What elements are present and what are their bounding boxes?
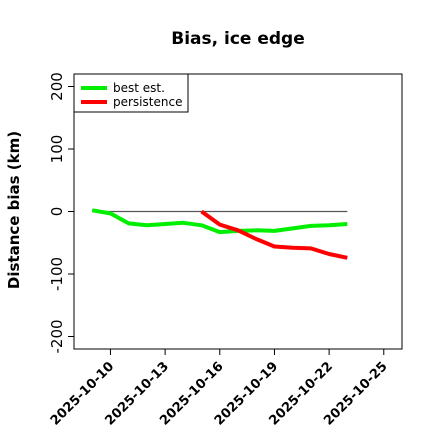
chart-title: Bias, ice edge (171, 29, 305, 49)
y-axis-label: Distance bias (km) (5, 131, 23, 289)
y-axis: -200 -100 0 100 200 (48, 72, 74, 354)
legend-label: persistence (113, 95, 182, 109)
x-axis: 2025-10-102025-10-132025-10-162025-10-19… (48, 349, 391, 429)
series-layer (91, 208, 348, 260)
legend: best est.persistence (73, 73, 189, 113)
y-tick-label: 200 (48, 72, 66, 101)
legend-box (73, 73, 189, 113)
y-tick-label: 100 (48, 135, 66, 164)
y-tick-label: -200 (48, 319, 66, 353)
y-tick-label: 0 (48, 207, 66, 217)
y-tick-label: -100 (48, 257, 66, 291)
legend-label: best est. (113, 81, 165, 95)
series-line-best-est (91, 208, 348, 235)
series-line-persistence (200, 209, 348, 260)
